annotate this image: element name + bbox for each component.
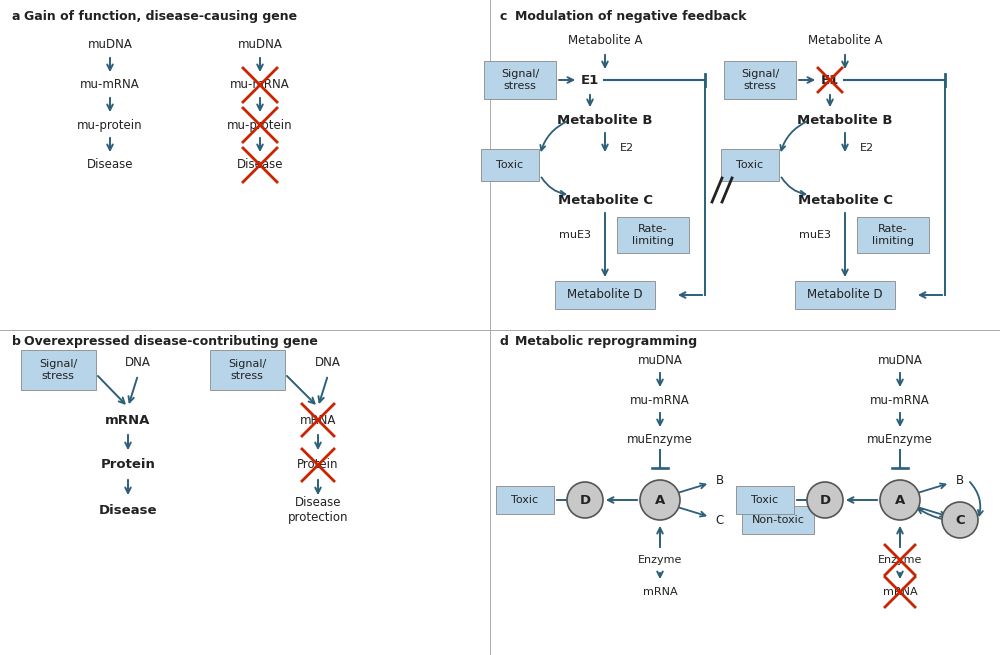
- Text: b: b: [12, 335, 21, 348]
- Text: Rate-
limiting: Rate- limiting: [632, 224, 674, 246]
- Text: Metabolite C: Metabolite C: [798, 193, 893, 206]
- Text: muDNA: muDNA: [638, 354, 682, 367]
- FancyBboxPatch shape: [724, 61, 796, 99]
- Text: muEnzyme: muEnzyme: [867, 434, 933, 447]
- Text: E1: E1: [581, 73, 599, 86]
- Text: Toxic: Toxic: [736, 160, 764, 170]
- Text: Signal/
stress: Signal/ stress: [39, 359, 77, 381]
- FancyBboxPatch shape: [617, 217, 689, 253]
- Text: d: d: [500, 335, 509, 348]
- Text: muDNA: muDNA: [238, 39, 282, 52]
- Text: a: a: [12, 10, 20, 23]
- Text: mu-mRNA: mu-mRNA: [630, 394, 690, 407]
- Text: mu-protein: mu-protein: [227, 119, 293, 132]
- Text: Modulation of negative feedback: Modulation of negative feedback: [515, 10, 746, 23]
- Circle shape: [807, 482, 843, 518]
- Text: C: C: [955, 514, 965, 527]
- Text: Metabolite B: Metabolite B: [797, 113, 893, 126]
- Text: Protein: Protein: [101, 458, 155, 472]
- Text: Protein: Protein: [297, 458, 339, 472]
- Text: muE3: muE3: [559, 230, 591, 240]
- FancyBboxPatch shape: [736, 486, 794, 514]
- Text: Rate-
limiting: Rate- limiting: [872, 224, 914, 246]
- Text: E1: E1: [821, 73, 839, 86]
- Text: mu-mRNA: mu-mRNA: [80, 79, 140, 92]
- Text: Enzyme: Enzyme: [638, 555, 682, 565]
- Circle shape: [942, 502, 978, 538]
- Text: Disease: Disease: [237, 159, 283, 172]
- Text: muDNA: muDNA: [88, 39, 132, 52]
- Text: Metabolite D: Metabolite D: [807, 288, 883, 301]
- Circle shape: [567, 482, 603, 518]
- Text: B: B: [716, 474, 724, 487]
- Text: Disease: Disease: [87, 159, 133, 172]
- Text: mu-mRNA: mu-mRNA: [230, 79, 290, 92]
- FancyBboxPatch shape: [857, 217, 929, 253]
- FancyBboxPatch shape: [721, 149, 779, 181]
- FancyBboxPatch shape: [20, 350, 96, 390]
- Circle shape: [880, 480, 920, 520]
- Text: DNA: DNA: [125, 356, 151, 369]
- Text: muEnzyme: muEnzyme: [627, 434, 693, 447]
- Text: mRNA: mRNA: [300, 413, 336, 426]
- Text: Metabolite C: Metabolite C: [558, 193, 652, 206]
- Text: Non-toxic: Non-toxic: [752, 515, 804, 525]
- Text: Overexpressed disease-contributing gene: Overexpressed disease-contributing gene: [24, 335, 318, 348]
- Text: Toxic: Toxic: [496, 160, 524, 170]
- Text: Metabolite B: Metabolite B: [557, 113, 653, 126]
- Text: A: A: [655, 493, 665, 506]
- Text: muE3: muE3: [799, 230, 831, 240]
- Text: A: A: [895, 493, 905, 506]
- Text: mu-mRNA: mu-mRNA: [870, 394, 930, 407]
- Text: C: C: [716, 514, 724, 527]
- Text: mRNA: mRNA: [643, 587, 677, 597]
- Text: Metabolite A: Metabolite A: [808, 33, 882, 47]
- Text: Metabolite A: Metabolite A: [568, 33, 642, 47]
- Text: D: D: [579, 493, 591, 506]
- Text: B: B: [956, 474, 964, 487]
- Text: DNA: DNA: [315, 356, 341, 369]
- Text: mRNA: mRNA: [105, 413, 151, 426]
- Text: Disease
protection: Disease protection: [288, 496, 348, 524]
- FancyBboxPatch shape: [795, 281, 895, 309]
- Text: Signal/
stress: Signal/ stress: [501, 69, 539, 91]
- Text: c: c: [500, 10, 507, 23]
- Text: Metabolite D: Metabolite D: [567, 288, 643, 301]
- FancyBboxPatch shape: [496, 486, 554, 514]
- Text: E2: E2: [620, 143, 634, 153]
- Text: Enzyme: Enzyme: [878, 555, 922, 565]
- Text: mu-protein: mu-protein: [77, 119, 143, 132]
- Circle shape: [640, 480, 680, 520]
- Text: Toxic: Toxic: [751, 495, 779, 505]
- Text: Gain of function, disease-causing gene: Gain of function, disease-causing gene: [24, 10, 297, 23]
- FancyBboxPatch shape: [481, 149, 539, 181]
- Text: D: D: [819, 493, 831, 506]
- Text: Toxic: Toxic: [511, 495, 539, 505]
- Text: muDNA: muDNA: [878, 354, 922, 367]
- FancyBboxPatch shape: [210, 350, 285, 390]
- Text: Signal/
stress: Signal/ stress: [228, 359, 266, 381]
- Text: mRNA: mRNA: [883, 587, 917, 597]
- Text: E2: E2: [860, 143, 874, 153]
- FancyBboxPatch shape: [484, 61, 556, 99]
- Text: Signal/
stress: Signal/ stress: [741, 69, 779, 91]
- Text: Disease: Disease: [99, 504, 157, 517]
- FancyBboxPatch shape: [555, 281, 655, 309]
- Text: Metabolic reprogramming: Metabolic reprogramming: [515, 335, 697, 348]
- FancyBboxPatch shape: [742, 506, 814, 534]
